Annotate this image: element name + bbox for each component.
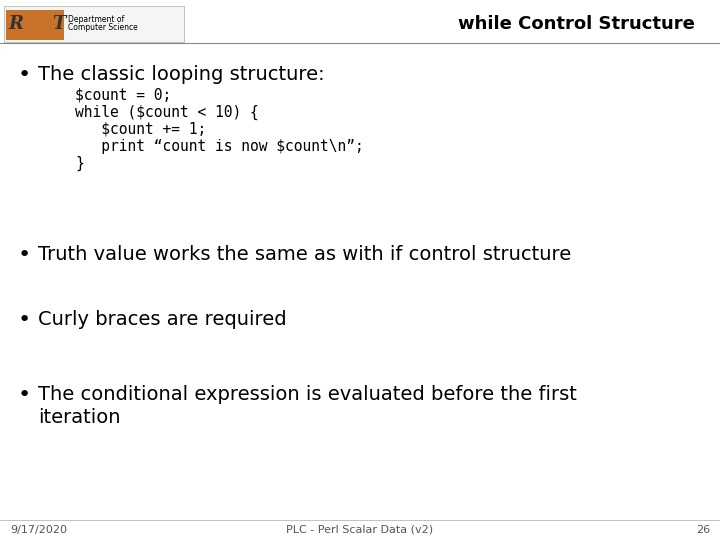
Text: 9/17/2020: 9/17/2020 — [10, 525, 67, 535]
Text: T: T — [52, 15, 66, 33]
Text: The conditional expression is evaluated before the first: The conditional expression is evaluated … — [38, 385, 577, 404]
FancyBboxPatch shape — [4, 6, 184, 42]
Text: Department of: Department of — [68, 15, 125, 24]
Text: Curly braces are required: Curly braces are required — [38, 310, 287, 329]
Text: The classic looping structure:: The classic looping structure: — [38, 65, 325, 84]
Text: while ($count < 10) {: while ($count < 10) { — [75, 105, 258, 120]
Text: •: • — [18, 385, 31, 405]
Text: $count = 0;: $count = 0; — [75, 88, 171, 103]
Text: $count += 1;: $count += 1; — [75, 122, 206, 137]
Text: while Control Structure: while Control Structure — [458, 15, 695, 33]
Text: iteration: iteration — [38, 408, 120, 427]
Text: Computer Science: Computer Science — [68, 24, 138, 32]
Text: PLC - Perl Scalar Data (v2): PLC - Perl Scalar Data (v2) — [287, 525, 433, 535]
Text: •: • — [18, 65, 31, 85]
FancyBboxPatch shape — [6, 10, 64, 40]
Text: }: } — [75, 156, 84, 171]
Text: R: R — [8, 15, 23, 33]
Text: •: • — [18, 245, 31, 265]
Text: print “count is now $count\n”;: print “count is now $count\n”; — [75, 139, 364, 154]
Text: •: • — [18, 310, 31, 330]
Text: 26: 26 — [696, 525, 710, 535]
Text: Truth value works the same as with if control structure: Truth value works the same as with if co… — [38, 245, 571, 264]
